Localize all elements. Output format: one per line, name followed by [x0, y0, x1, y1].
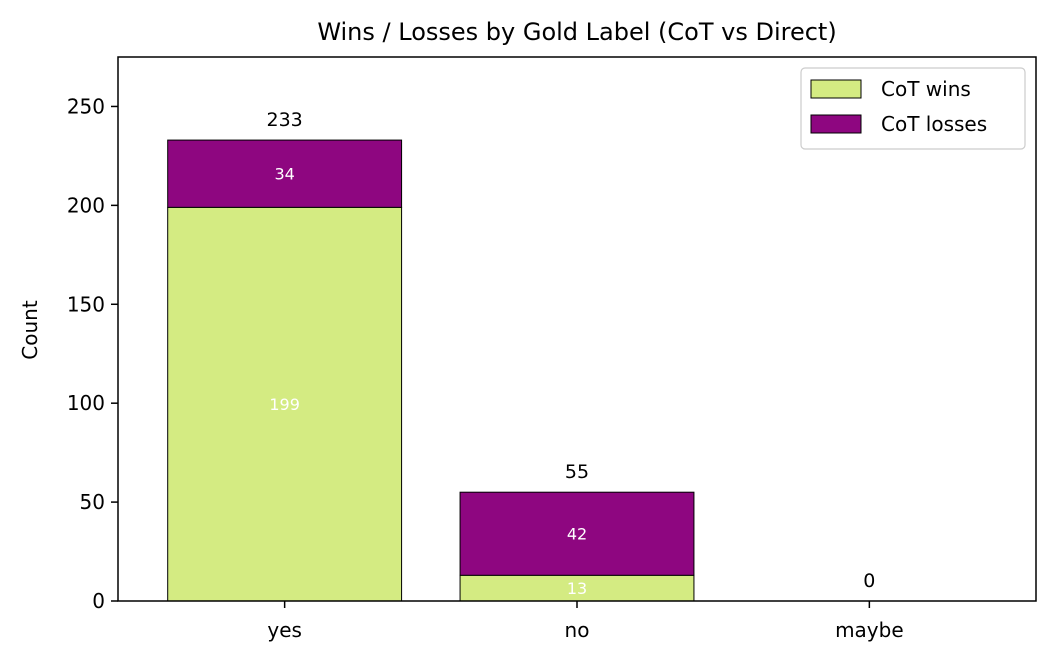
- bar-no-losses: [459, 491, 695, 576]
- legend: CoT wins CoT losses: [800, 67, 1026, 150]
- chart-title: Wins / Losses by Gold Label (CoT vs Dire…: [317, 18, 836, 46]
- axes-layer: 0 50 100 150 200 250 yes no maybe: [67, 56, 1037, 642]
- y-tick-label: 200: [67, 193, 105, 217]
- x-tick-label: no: [565, 618, 590, 642]
- legend-label: CoT losses: [881, 112, 987, 136]
- bar-value-label: 42: [567, 525, 587, 544]
- x-tick-label: maybe: [835, 618, 904, 642]
- bars-layer: [167, 139, 695, 602]
- y-tick-label: 100: [67, 391, 105, 415]
- bar-total-label: 233: [267, 109, 303, 131]
- x-tick-label: yes: [267, 618, 302, 642]
- bar-total-label: 0: [863, 570, 875, 592]
- y-axis-title: Count: [18, 300, 42, 360]
- bar-yes-losses: [167, 139, 403, 208]
- legend-label: CoT wins: [881, 77, 971, 101]
- bar-value-label: 34: [274, 165, 294, 184]
- bar-value-label: 199: [269, 395, 300, 414]
- y-tick-label: 150: [67, 292, 105, 316]
- y-tick-label: 0: [92, 589, 105, 613]
- bar-value-label: 13: [567, 579, 587, 598]
- labels-layer: 199 34 233 13 42 55 0: [267, 109, 876, 598]
- legend-swatch-losses: [810, 114, 862, 134]
- bar-total-label: 55: [565, 461, 589, 483]
- y-tick-label: 50: [80, 490, 105, 514]
- legend-swatch-wins: [810, 79, 862, 99]
- bar-yes-wins: [167, 206, 403, 602]
- y-tick-label: 250: [67, 94, 105, 118]
